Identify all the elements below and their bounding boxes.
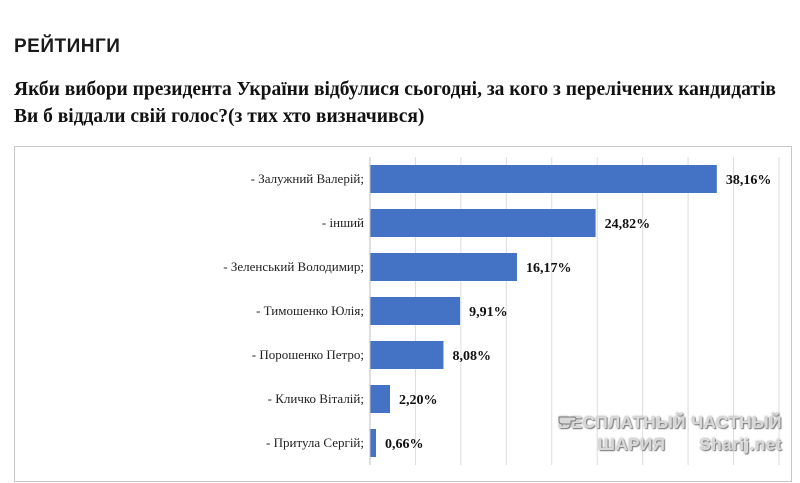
chart-panel: - Залужний Валерій; 38,16% - інший 24,82% - … (14, 146, 792, 482)
watermark-line2: ШАРИЯ Sharij.net (558, 416, 782, 456)
category-label: - Притула Сергій; (266, 435, 364, 450)
category-label: - інший (322, 215, 364, 230)
bar (370, 429, 376, 457)
bar (370, 253, 517, 281)
bar (370, 385, 390, 413)
bar (370, 209, 596, 237)
watermark-brand: ШАРИЯ (597, 435, 666, 454)
bar (370, 341, 444, 369)
category-label: - Кличко Віталій; (268, 391, 364, 406)
survey-question: Якби вибори президента України відбулися… (14, 79, 776, 127)
data-label: 0,66% (385, 437, 424, 452)
data-label: 38,16% (726, 173, 772, 188)
data-label: 16,17% (526, 261, 572, 276)
watermark-site: Sharij.net (699, 435, 782, 454)
bar-chart: - Залужний Валерій; 38,16% - інший 24,82% - … (223, 157, 780, 465)
category-label: - Зеленський Володимир; (223, 259, 364, 274)
bar (370, 297, 461, 325)
data-label: 2,20% (399, 393, 438, 408)
data-label: 24,82% (605, 217, 651, 232)
data-label: 9,91% (469, 305, 508, 320)
watermark-line1: БЕСПЛАТНЫЙ ЧАСТНЫЙ (558, 413, 782, 432)
watermark: БЕСПЛАТНЫЙ ЧАСТНЫЙ ШАРИЯ Sharij.net (558, 412, 782, 456)
bar (370, 165, 717, 193)
category-label: - Тимошенко Юлія; (256, 303, 364, 318)
page-heading: РЕЙТИНГИ (14, 36, 121, 57)
category-label: - Порошенко Петро; (252, 347, 364, 362)
data-label: 8,08% (452, 349, 491, 364)
pointing-hand-icon (558, 416, 696, 452)
category-label: - Залужний Валерій; (251, 171, 364, 186)
